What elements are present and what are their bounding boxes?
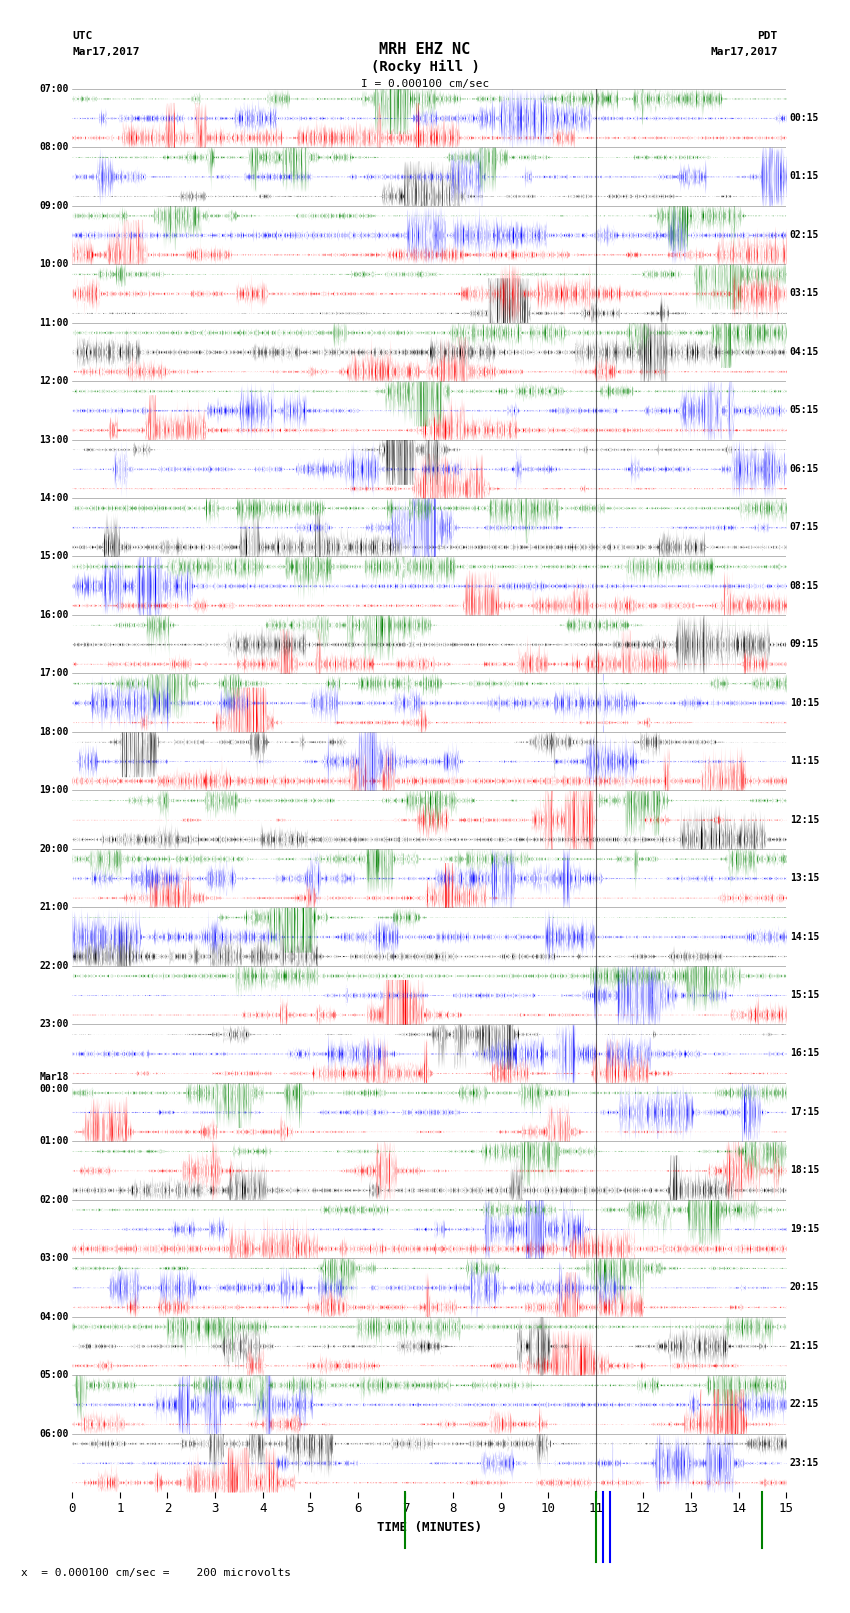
Text: 21:00: 21:00 (39, 902, 69, 913)
Text: 05:15: 05:15 (790, 405, 819, 415)
Text: 10:00: 10:00 (39, 260, 69, 269)
Text: 22:15: 22:15 (790, 1400, 819, 1410)
Text: 10:15: 10:15 (790, 698, 819, 708)
Text: 17:15: 17:15 (790, 1107, 819, 1116)
Text: 12:00: 12:00 (39, 376, 69, 386)
Text: 04:15: 04:15 (790, 347, 819, 356)
Text: 05:00: 05:00 (39, 1369, 69, 1381)
Text: Mar18
00:00: Mar18 00:00 (39, 1073, 69, 1094)
Text: Mar17,2017: Mar17,2017 (72, 47, 139, 56)
Text: Mar17,2017: Mar17,2017 (711, 47, 778, 56)
Text: 07:00: 07:00 (39, 84, 69, 94)
Text: 11:00: 11:00 (39, 318, 69, 327)
Text: 20:00: 20:00 (39, 844, 69, 853)
Text: PDT: PDT (757, 31, 778, 40)
Text: 13:00: 13:00 (39, 434, 69, 445)
Text: 22:00: 22:00 (39, 961, 69, 971)
Text: 23:00: 23:00 (39, 1019, 69, 1029)
Text: 03:00: 03:00 (39, 1253, 69, 1263)
Text: 07:15: 07:15 (790, 523, 819, 532)
Text: 14:15: 14:15 (790, 932, 819, 942)
Text: 09:15: 09:15 (790, 639, 819, 648)
Text: 16:00: 16:00 (39, 610, 69, 619)
Text: 02:15: 02:15 (790, 231, 819, 240)
Text: x  = 0.000100 cm/sec =    200 microvolts: x = 0.000100 cm/sec = 200 microvolts (21, 1568, 292, 1578)
Text: 13:15: 13:15 (790, 873, 819, 882)
Text: 19:15: 19:15 (790, 1224, 819, 1234)
Text: 11:15: 11:15 (790, 756, 819, 766)
Text: MRH EHZ NC: MRH EHZ NC (379, 42, 471, 56)
Text: UTC: UTC (72, 31, 93, 40)
Text: 04:00: 04:00 (39, 1311, 69, 1321)
Text: 17:00: 17:00 (39, 668, 69, 679)
Text: 03:15: 03:15 (790, 289, 819, 298)
Text: 06:15: 06:15 (790, 465, 819, 474)
Text: 15:00: 15:00 (39, 552, 69, 561)
Text: 20:15: 20:15 (790, 1282, 819, 1292)
Text: 19:00: 19:00 (39, 786, 69, 795)
Text: 14:00: 14:00 (39, 494, 69, 503)
Text: 08:00: 08:00 (39, 142, 69, 152)
Text: 21:15: 21:15 (790, 1340, 819, 1350)
Text: 12:15: 12:15 (790, 815, 819, 824)
Text: 06:00: 06:00 (39, 1429, 69, 1439)
Text: 01:00: 01:00 (39, 1136, 69, 1147)
Text: 09:00: 09:00 (39, 200, 69, 211)
Text: 18:00: 18:00 (39, 727, 69, 737)
Text: 18:15: 18:15 (790, 1166, 819, 1176)
Text: 23:15: 23:15 (790, 1458, 819, 1468)
X-axis label: TIME (MINUTES): TIME (MINUTES) (377, 1521, 482, 1534)
Text: 00:15: 00:15 (790, 113, 819, 123)
Text: I = 0.000100 cm/sec: I = 0.000100 cm/sec (361, 79, 489, 89)
Text: 02:00: 02:00 (39, 1195, 69, 1205)
Text: 08:15: 08:15 (790, 581, 819, 590)
Text: 16:15: 16:15 (790, 1048, 819, 1058)
Text: (Rocky Hill ): (Rocky Hill ) (371, 60, 479, 74)
Text: 01:15: 01:15 (790, 171, 819, 181)
Text: 15:15: 15:15 (790, 990, 819, 1000)
